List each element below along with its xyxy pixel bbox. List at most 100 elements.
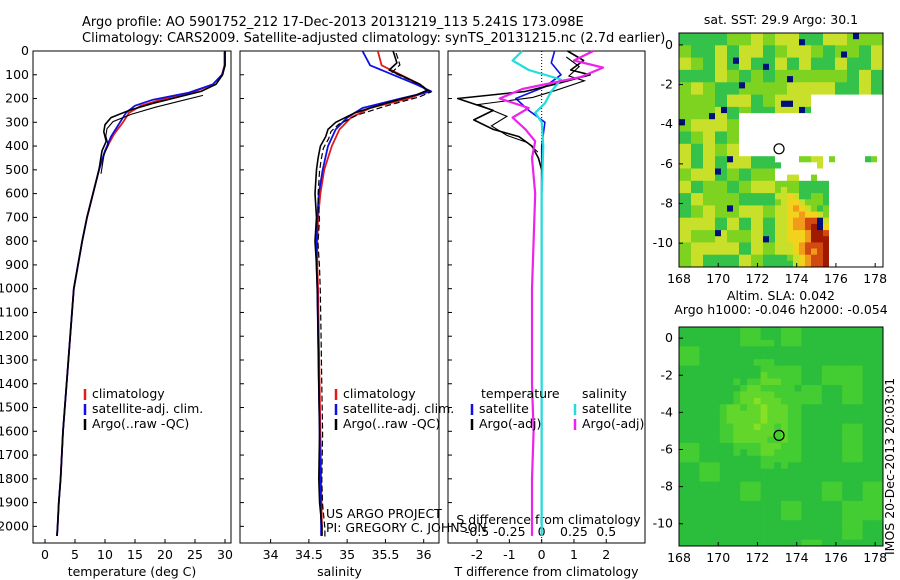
sst_map-xtick-label: 176 (824, 271, 848, 286)
sst_map-title: sat. SST: 29.9 Argo: 30.1 (704, 12, 858, 27)
temperature-series-0 (56, 51, 226, 536)
sla-map-panel: 168 170 172 174 176 178 0 -2 -4 -6 -8 -10 Altim. SLA… (653, 288, 888, 565)
sst_map-ytick-label: -10 (653, 235, 673, 250)
diff-legend-label: satellite (582, 401, 632, 416)
salinity-diff-label: S difference from climatology (456, 512, 641, 527)
sst_map-ytick-label: -4 (661, 116, 674, 131)
difference-frame (447, 50, 646, 544)
depth-tick-label: 800 (5, 233, 29, 248)
salinity-xtick-label: 35.5 (372, 547, 400, 562)
temperature-legend-label: climatology (92, 386, 165, 401)
sla_map-xtick-label: 172 (746, 550, 770, 565)
difference-xtick-label: 2 (602, 547, 610, 562)
salinity-panel: 34 34.5 35 35.5 36 salinity climatologysatelli… (239, 50, 454, 579)
sst_map-ytick-label: -2 (661, 77, 673, 92)
salinity-series-raw (317, 52, 432, 538)
depth-tick-label: 1500 (0, 400, 29, 415)
sla_map-xtick-label: 168 (667, 550, 691, 565)
temperature-legend-label: Argo(..raw -QC) (92, 416, 189, 431)
depth-tick-label: 1800 (0, 471, 29, 486)
difference-xtick-label: -2 (471, 547, 483, 562)
temperature-series-2 (56, 51, 226, 536)
timestamp-credit: IMOS 20-Dec-2013 20:03:01 (882, 378, 897, 555)
difference-xtick-label: -1 (503, 547, 515, 562)
sst_map-xtick-label: 174 (785, 271, 809, 286)
depth-tick-label: 600 (5, 186, 29, 201)
diff-legend-label: Argo(-adj) (582, 416, 644, 431)
depth-tick-label: 700 (5, 209, 29, 224)
temperature-xlabel: temperature (deg C) (68, 564, 197, 579)
sla_map-title-1: Altim. SLA: 0.042 (727, 288, 835, 303)
sla_map-ytick-label: -4 (661, 404, 674, 419)
sla_map-title-2: Argo h1000: -0.046 h2000: -0.054 (674, 302, 887, 317)
sla_map-ytick-label: -6 (661, 441, 674, 456)
sla_map-ytick-label: -2 (661, 367, 673, 382)
salinity-diff-tick-label: -0.25 (493, 524, 525, 539)
salinity-legend-label: Argo(..raw -QC) (343, 416, 440, 431)
legend-header-temperature: temperature (481, 386, 560, 401)
depth-tick-label: 1000 (0, 281, 29, 296)
project-credit: US ARGO PROJECT (326, 506, 442, 521)
depth-tick-label: 100 (5, 67, 29, 82)
sla_map-xtick-label: 170 (706, 550, 730, 565)
sla_map-xtick-label: 174 (785, 550, 809, 565)
depth-tick-label: 500 (5, 162, 29, 177)
sst_map-ytick-label: -6 (661, 156, 674, 171)
temperature-xtick-label: 25 (187, 547, 203, 562)
sla_map-ytick-label: -10 (653, 516, 673, 531)
difference-series-1 (456, 50, 591, 536)
sla_map-argo-marker (773, 429, 785, 441)
salinity-frame (239, 50, 440, 544)
depth-tick-label: 900 (5, 257, 29, 272)
sla_map-frame (678, 326, 884, 547)
temperature-xtick-label: 15 (127, 547, 143, 562)
depth-tick-label: 1200 (0, 328, 29, 343)
depth-tick-label: 1600 (0, 423, 29, 438)
difference-xtick-label: 1 (570, 547, 578, 562)
depth-tick-label: 300 (5, 114, 29, 129)
temperature-xtick-label: 10 (97, 547, 113, 562)
depth-tick-label: 1400 (0, 376, 29, 391)
temperature-xtick-label: 20 (157, 547, 173, 562)
temperature-xtick-label: 0 (41, 547, 49, 562)
temperature-series-raw (100, 94, 204, 174)
sst-map-panel: 168 170 172 174 176 178 0 -2 -4 -6 -8 -10 sat. SST: … (653, 12, 888, 286)
depth-tick-label: 1700 (0, 447, 29, 462)
sst_map-argo-marker (773, 143, 785, 155)
sla_map-ytick-label: -8 (661, 479, 674, 494)
salinity-diff-tick-label: 0.5 (596, 524, 616, 539)
salinity-diff-tick-label: 0.25 (560, 524, 588, 539)
depth-tick-label: 1300 (0, 352, 29, 367)
difference-series-2 (511, 50, 563, 536)
sst_map-xtick-label: 168 (667, 271, 691, 286)
diff-legend-label: Argo(-adj) (479, 416, 541, 431)
sst_map-ytick-label: 0 (665, 37, 673, 52)
temperature-xtick-label: 30 (217, 547, 233, 562)
sst_map-cells (679, 33, 883, 267)
temperature-frame (32, 50, 232, 544)
sst_map-ytick-label: -8 (661, 196, 674, 211)
salinity-series-2 (314, 50, 429, 536)
temperature-legend-label: satellite-adj. clim. (92, 401, 203, 416)
salinity-xtick-label: 34 (263, 547, 279, 562)
header-line-2: Climatology: CARS2009. Satellite-adjuste… (82, 31, 665, 46)
depth-tick-label: 200 (5, 91, 29, 106)
depth-tick-label: 1100 (0, 304, 29, 319)
salinity-xtick-label: 36 (416, 547, 432, 562)
depth-tick-label: 1900 (0, 495, 29, 510)
difference-xlabel: T difference from climatology (453, 564, 639, 579)
diff-legend-label: satellite (479, 401, 529, 416)
sla_map-xtick-label: 178 (863, 550, 887, 565)
salinity-diff-tick-label: -0.5 (465, 524, 489, 539)
depth-tick-label: 2000 (0, 518, 29, 533)
temperature-panel: 0100200300400500600700800900100011001200… (0, 43, 233, 579)
salinity-legend-label: climatology (343, 386, 416, 401)
salinity-legend-label: satellite-adj. clim. (343, 401, 454, 416)
sst_map-xtick-label: 170 (706, 271, 730, 286)
pi-credit: PI: GREGORY C. JOHNSON (326, 520, 487, 535)
temperature-series-1 (56, 51, 226, 536)
sst_map-xtick-label: 172 (746, 271, 770, 286)
difference-xtick-label: 0 (538, 547, 546, 562)
sla_map-cells (679, 327, 883, 546)
